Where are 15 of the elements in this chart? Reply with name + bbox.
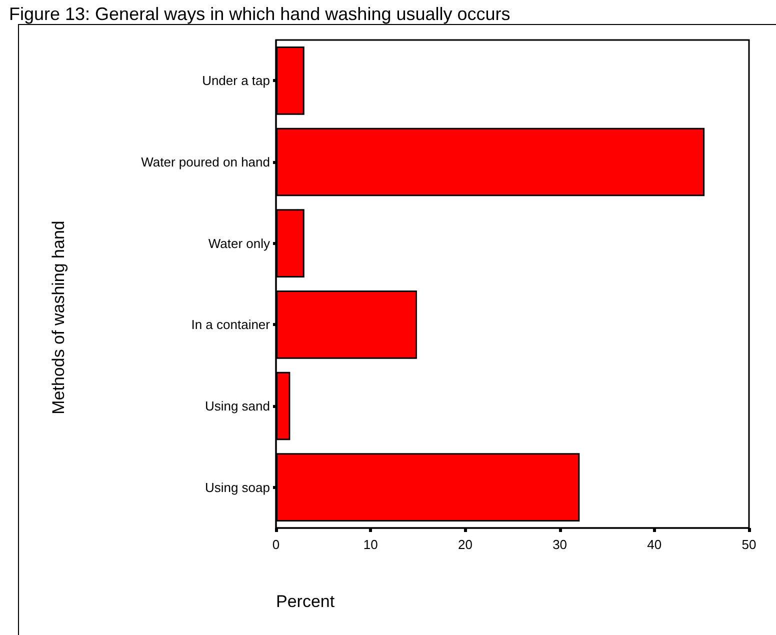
y-tick-label: Using sand (204, 398, 270, 414)
chart-title: Figure 13: General ways in which hand washing usually occurs (9, 4, 510, 24)
x-tick-label: 0 (272, 537, 280, 552)
y-tick-label: Water poured on hand (141, 154, 270, 170)
y-tick-label: In a container (191, 317, 271, 332)
y-tick-label: Under a tap (202, 73, 270, 88)
x-axis-title: Percent (276, 592, 335, 611)
y-axis-title: Methods of washing hand (49, 220, 68, 414)
y-tick-label: Using soap (204, 480, 270, 495)
x-tick-label: 20 (458, 537, 472, 552)
y-tick-label: Water only (208, 236, 270, 251)
x-tick-label: 10 (363, 537, 378, 552)
x-tick-label: 50 (742, 537, 756, 552)
x-tick-label: 40 (647, 537, 662, 552)
x-tick-label: 30 (552, 537, 568, 552)
